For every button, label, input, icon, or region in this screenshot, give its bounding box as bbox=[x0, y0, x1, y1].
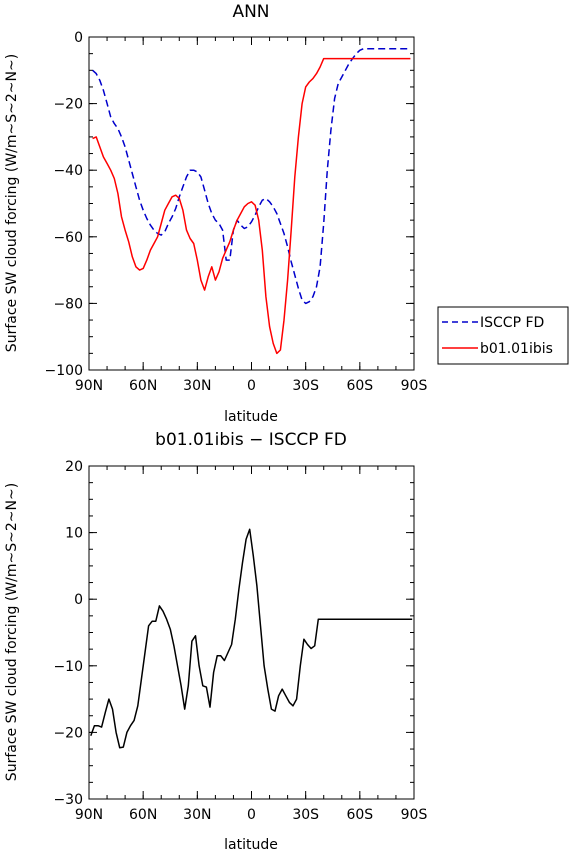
bottom-chart-plot-frame bbox=[88, 465, 415, 800]
top-ytick-label: −40 bbox=[53, 163, 83, 179]
bottom-xtick-label: 30N bbox=[183, 807, 211, 823]
top-ytick-label: 0 bbox=[74, 30, 83, 46]
top-chart-plot-frame bbox=[88, 36, 415, 371]
bottom-xtick-label: 90S bbox=[401, 807, 428, 823]
top-chart-ticks: 90N 60N 30N 0 30S 60S 90S −100 −80 −60 −40 −20 0 bbox=[45, 30, 428, 394]
top-xtick-label: 0 bbox=[247, 378, 256, 394]
legend-label-isccp: ISCCP FD bbox=[480, 315, 544, 331]
bottom-xtick-label: 0 bbox=[247, 807, 256, 823]
top-ytick-label: −100 bbox=[45, 363, 83, 379]
top-chart-panel: ANN 90N 60N 30N 0 30S 60S 90S −100 −80 −60 −40 −20 0… bbox=[4, 2, 427, 425]
bottom-ytick-label: 20 bbox=[65, 459, 83, 475]
top-ytick-label: −60 bbox=[53, 230, 83, 246]
top-chart-ylabel: Surface SW cloud forcing (W/m~S~2~N~) bbox=[4, 54, 20, 352]
top-chart-title: ANN bbox=[232, 2, 269, 22]
legend: ISCCP FD b01.01ibis bbox=[437, 306, 569, 365]
top-series-line-0 bbox=[92, 47, 411, 305]
bottom-chart-xlabel: latitude bbox=[224, 837, 278, 852]
bottom-ytick-label: −20 bbox=[53, 725, 83, 741]
bottom-chart-ticks: 90N 60N 30N 0 30S 60S 90S −30 −20 −10 0 10 20 bbox=[53, 459, 427, 823]
top-ytick-label: −20 bbox=[53, 97, 83, 113]
bottom-xtick-label: 60N bbox=[129, 807, 157, 823]
bottom-ytick-label: −10 bbox=[53, 659, 83, 675]
bottom-ytick-label: 0 bbox=[74, 592, 83, 608]
bottom-chart-panel: b01.01ibis − ISCCP FD 90N 60N 30N 0 30S 60S 90… bbox=[4, 430, 427, 852]
top-xtick-label: 30N bbox=[183, 378, 211, 394]
bottom-xtick-label: 30S bbox=[292, 807, 319, 823]
top-xtick-label: 60N bbox=[129, 378, 157, 394]
top-chart-xlabel: latitude bbox=[224, 409, 278, 425]
bottom-chart-series bbox=[90, 528, 413, 749]
bottom-series-line-0 bbox=[90, 528, 413, 749]
top-series-line-1 bbox=[92, 57, 411, 355]
top-chart-series bbox=[92, 47, 411, 355]
bottom-chart-title: b01.01ibis − ISCCP FD bbox=[155, 430, 347, 450]
top-xtick-label: 90N bbox=[75, 378, 103, 394]
bottom-ytick-label: −30 bbox=[53, 792, 83, 808]
top-xtick-label: 60S bbox=[346, 378, 373, 394]
bottom-ytick-label: 10 bbox=[65, 526, 83, 542]
top-xtick-label: 30S bbox=[292, 378, 319, 394]
legend-label-model: b01.01ibis bbox=[480, 341, 553, 357]
bottom-xtick-label: 60S bbox=[346, 807, 373, 823]
top-xtick-label: 90S bbox=[401, 378, 428, 394]
top-ytick-label: −80 bbox=[53, 296, 83, 312]
bottom-xtick-label: 90N bbox=[75, 807, 103, 823]
bottom-chart-ylabel: Surface SW cloud forcing (W/m~S~2~N~) bbox=[4, 483, 20, 781]
legend-box bbox=[437, 306, 569, 365]
